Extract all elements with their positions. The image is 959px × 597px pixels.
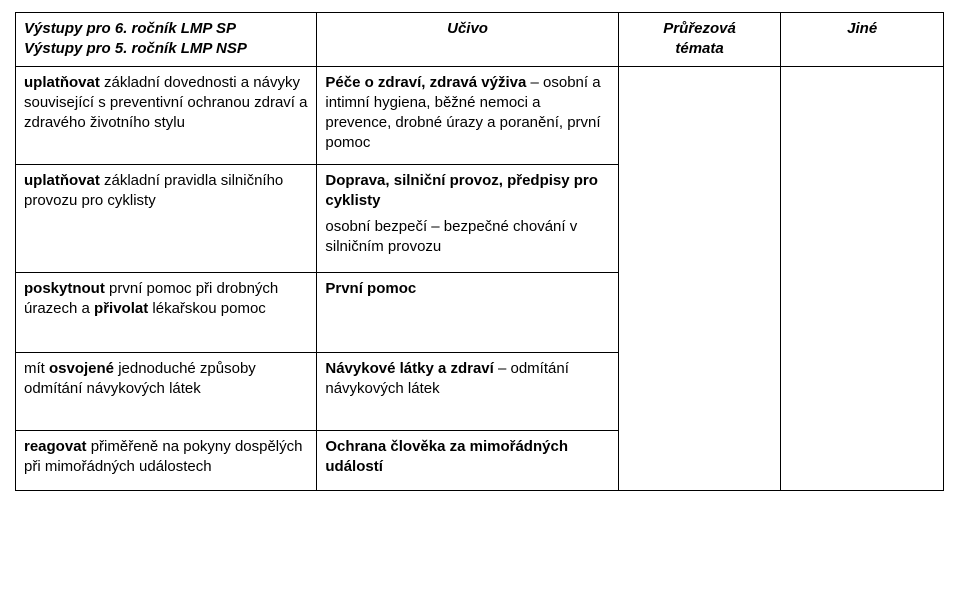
cell-output-bold: uplatňovat bbox=[24, 172, 100, 189]
cell-output-tail: lékařskou pomoc bbox=[148, 300, 266, 317]
cell-ucivo-bold: Ochrana člověka za mimořádných událostí bbox=[325, 438, 568, 475]
header-outputs-line1: Výstupy pro 6. ročník LMP SP bbox=[24, 19, 308, 39]
header-ucivo: Učivo bbox=[317, 13, 618, 67]
cell-ucivo: Doprava, silniční provoz, předpisy pro c… bbox=[317, 164, 618, 272]
cell-ucivo-bold: Péče o zdraví, zdravá výživa bbox=[325, 74, 526, 91]
cell-ucivo-bold: První pomoc bbox=[325, 280, 416, 297]
header-jine: Jiné bbox=[781, 13, 944, 67]
cell-prurezova bbox=[618, 66, 781, 490]
cell-output: uplatňovat základní pravidla silničního … bbox=[16, 164, 317, 272]
header-outputs: Výstupy pro 6. ročník LMP SP Výstupy pro… bbox=[16, 13, 317, 67]
outcomes-table: Výstupy pro 6. ročník LMP SP Výstupy pro… bbox=[15, 12, 944, 491]
cell-ucivo: Návykové látky a zdraví – odmítání návyk… bbox=[317, 352, 618, 430]
cell-output-bold: uplatňovat bbox=[24, 74, 100, 91]
cell-output-bold: poskytnout bbox=[24, 280, 105, 297]
table-row: uplatňovat základní dovednosti a návyky … bbox=[16, 66, 944, 164]
cell-jine bbox=[781, 66, 944, 490]
cell-output: mít osvojené jednoduché způsoby odmítání… bbox=[16, 352, 317, 430]
cell-ucivo-bold: Doprava, silniční provoz, předpisy pro c… bbox=[325, 171, 609, 212]
cell-output-bold2: přivolat bbox=[94, 300, 148, 317]
header-prurezova-line2: témata bbox=[627, 39, 773, 59]
cell-ucivo: Péče o zdraví, zdravá výživa – osobní a … bbox=[317, 66, 618, 164]
cell-ucivo-bold: Návykové látky a zdraví bbox=[325, 360, 493, 377]
cell-output-bold: osvojené bbox=[49, 360, 114, 377]
cell-ucivo: Ochrana člověka za mimořádných událostí bbox=[317, 430, 618, 490]
header-prurezova-line1: Průřezová bbox=[627, 19, 773, 39]
cell-output: uplatňovat základní dovednosti a návyky … bbox=[16, 66, 317, 164]
cell-output: reagovat přiměřeně na pokyny dospělých p… bbox=[16, 430, 317, 490]
header-outputs-line2: Výstupy pro 5. ročník LMP NSP bbox=[24, 39, 308, 59]
cell-ucivo-sub: osobní bezpečí – bezpečné chování v siln… bbox=[325, 217, 609, 258]
cell-output-pre: mít bbox=[24, 360, 49, 377]
cell-ucivo: První pomoc bbox=[317, 272, 618, 352]
cell-output: poskytnout první pomoc při drobných úraz… bbox=[16, 272, 317, 352]
cell-output-bold: reagovat bbox=[24, 438, 87, 455]
header-prurezova: Průřezová témata bbox=[618, 13, 781, 67]
